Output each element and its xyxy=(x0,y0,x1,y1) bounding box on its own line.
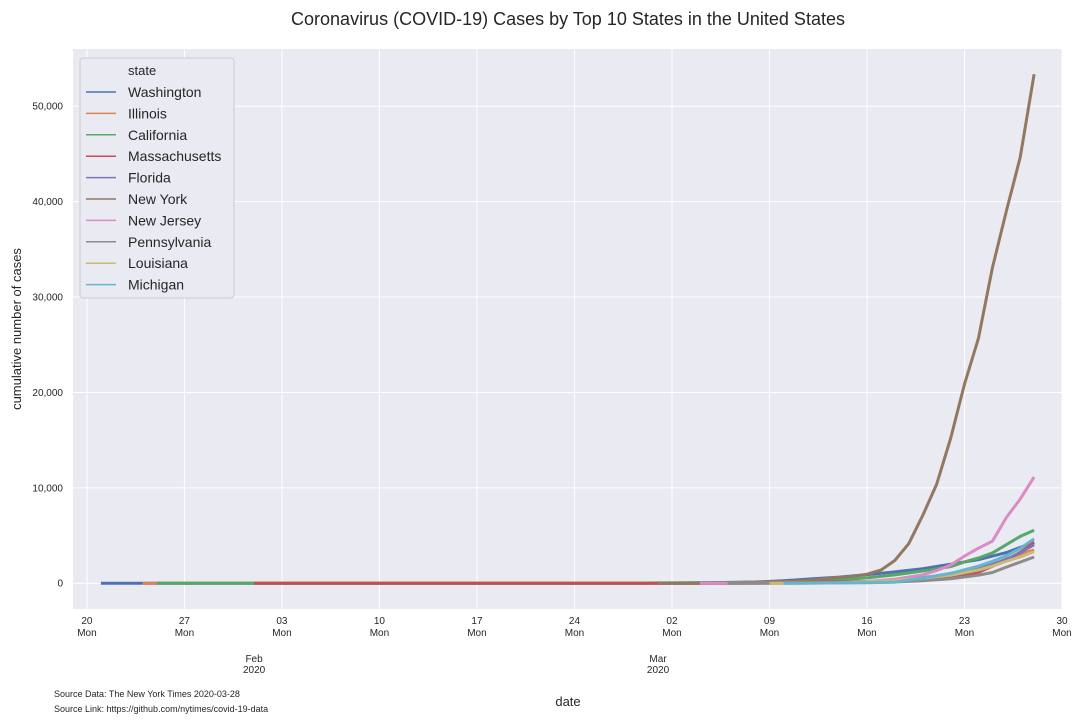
x-tick-day: 09 xyxy=(764,616,776,627)
x-tick-weekday: Mon xyxy=(175,628,194,639)
plot-area xyxy=(73,49,1062,609)
x-tick-day: 16 xyxy=(861,616,873,627)
y-tick-label: 10,000 xyxy=(32,483,63,494)
x-tick-day: 23 xyxy=(959,616,971,627)
series-line-michigan xyxy=(783,537,1035,585)
legend-label-florida: Florida xyxy=(128,170,171,186)
legend-label-louisiana: Louisiana xyxy=(128,255,188,271)
legend-label-california: California xyxy=(128,127,187,143)
y-axis-ticks: 0 10,000 20,000 30,000 40,000 50,000 xyxy=(32,102,63,590)
x-tick-weekday: Mon xyxy=(370,628,389,639)
x-tick-weekday: Mon xyxy=(77,628,96,639)
legend: state Washington Illinois California Massac… xyxy=(79,57,235,299)
legend-label-michigan: Michigan xyxy=(128,277,184,293)
x-tick-weekday: Mon xyxy=(955,628,974,639)
series-lines xyxy=(100,73,1036,585)
y-axis-label: cumulative number of cases xyxy=(9,248,24,410)
x-tick-weekday: Mon xyxy=(857,628,876,639)
legend-label-illinois: Illinois xyxy=(128,105,167,121)
chart-title: Coronavirus (COVID-19) Cases by Top 10 S… xyxy=(291,9,845,29)
x-tick-weekday: Mon xyxy=(272,628,291,639)
y-tick-label: 30,000 xyxy=(32,293,63,304)
legend-box xyxy=(79,57,235,299)
legend-title: state xyxy=(128,63,156,78)
x-axis-label: date xyxy=(555,694,580,709)
legend-label-new-york: New York xyxy=(128,191,188,207)
legend-label-massachusetts: Massachusetts xyxy=(128,148,221,164)
x-tick-month: Feb xyxy=(245,654,263,665)
x-tick-day: 24 xyxy=(569,616,581,627)
y-tick-label: 50,000 xyxy=(32,102,63,113)
y-tick-label: 20,000 xyxy=(32,388,63,399)
x-tick-month: Mar xyxy=(649,654,667,665)
source-link-note: Source Link: https://github.com/nytimes/… xyxy=(54,704,268,714)
y-tick-label: 0 xyxy=(57,579,63,590)
y-tick-label: 40,000 xyxy=(32,197,63,208)
x-tick-day: 20 xyxy=(81,616,93,627)
x-tick-weekday: Mon xyxy=(662,628,681,639)
x-tick-day: 30 xyxy=(1056,616,1068,627)
x-tick-year: 2020 xyxy=(647,665,670,676)
x-tick-weekday: Mon xyxy=(565,628,584,639)
x-tick-day: 17 xyxy=(471,616,483,627)
x-tick-year: 2020 xyxy=(243,665,266,676)
x-tick-day: 10 xyxy=(374,616,386,627)
x-tick-day: 27 xyxy=(179,616,191,627)
x-tick-weekday: Mon xyxy=(467,628,486,639)
legend-label-new-jersey: New Jersey xyxy=(128,212,201,228)
legend-label-washington: Washington xyxy=(128,84,201,100)
x-tick-weekday: Mon xyxy=(1052,628,1071,639)
x-tick-day: 02 xyxy=(666,616,678,627)
legend-label-pennsylvania: Pennsylvania xyxy=(128,234,211,250)
x-axis-ticks: 20Mon27Mon03Mon10Mon17Mon24Mon02Mon09Mon… xyxy=(77,616,1072,676)
x-tick-weekday: Mon xyxy=(760,628,779,639)
x-tick-day: 03 xyxy=(276,616,288,627)
source-data-note: Source Data: The New York Times 2020-03-… xyxy=(54,689,240,699)
